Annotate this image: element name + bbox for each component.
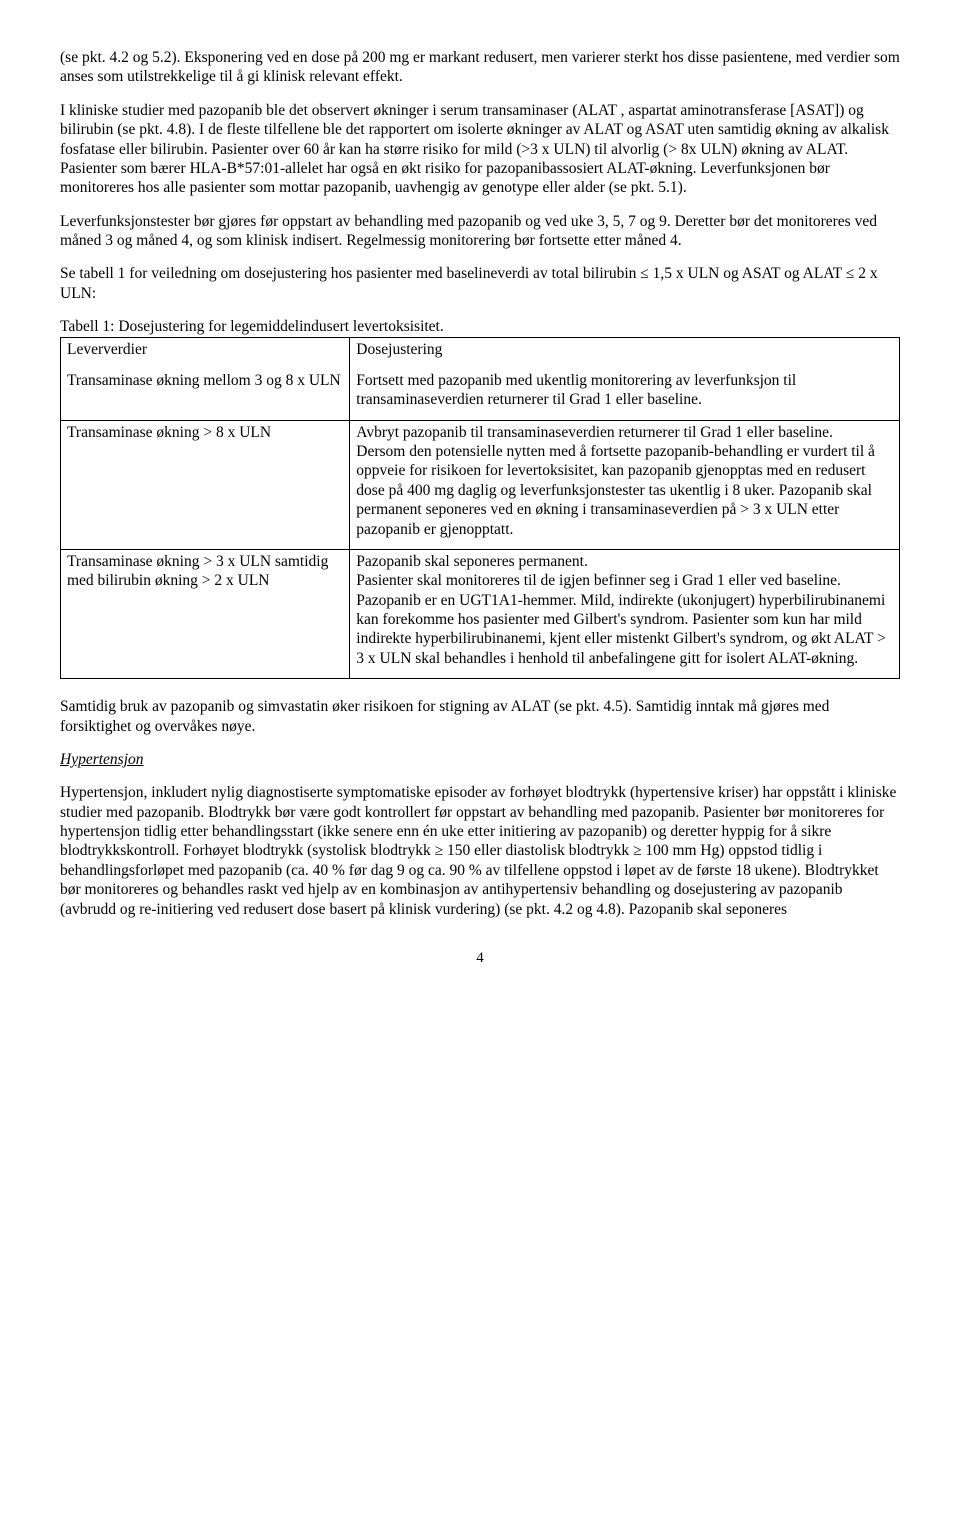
- paragraph: Hypertensjon, inkludert nylig diagnostis…: [60, 783, 900, 919]
- paragraph: I kliniske studier med pazopanib ble det…: [60, 101, 900, 198]
- table-cell: Transaminase økning > 8 x ULN: [61, 420, 350, 549]
- section-heading-hypertension: Hypertensjon: [60, 750, 900, 769]
- table-header-cell: Dosejustering: [350, 337, 900, 369]
- paragraph: (se pkt. 4.2 og 5.2). Eksponering ved en…: [60, 48, 900, 87]
- table-cell: Avbryt pazopanib til transaminaseverdien…: [350, 420, 900, 549]
- table-caption: Tabell 1: Dosejustering for legemiddelin…: [60, 317, 900, 336]
- table-cell: Transaminase økning > 3 x ULN samtidig m…: [61, 549, 350, 678]
- table-cell: Transaminase økning mellom 3 og 8 x ULN: [61, 369, 350, 420]
- paragraph: Samtidig bruk av pazopanib og simvastati…: [60, 697, 900, 736]
- dose-adjustment-table: Leververdier Dosejustering Transaminase …: [60, 337, 900, 680]
- paragraph: Leverfunksjonstester bør gjøres før opps…: [60, 212, 900, 251]
- page-number: 4: [60, 949, 900, 968]
- paragraph: Se tabell 1 for veiledning om dosejuster…: [60, 264, 900, 303]
- table-cell: Pazopanib skal seponeres permanent. Pasi…: [350, 549, 900, 678]
- table-header-cell: Leververdier: [61, 337, 350, 369]
- table-cell: Fortsett med pazopanib med ukentlig moni…: [350, 369, 900, 420]
